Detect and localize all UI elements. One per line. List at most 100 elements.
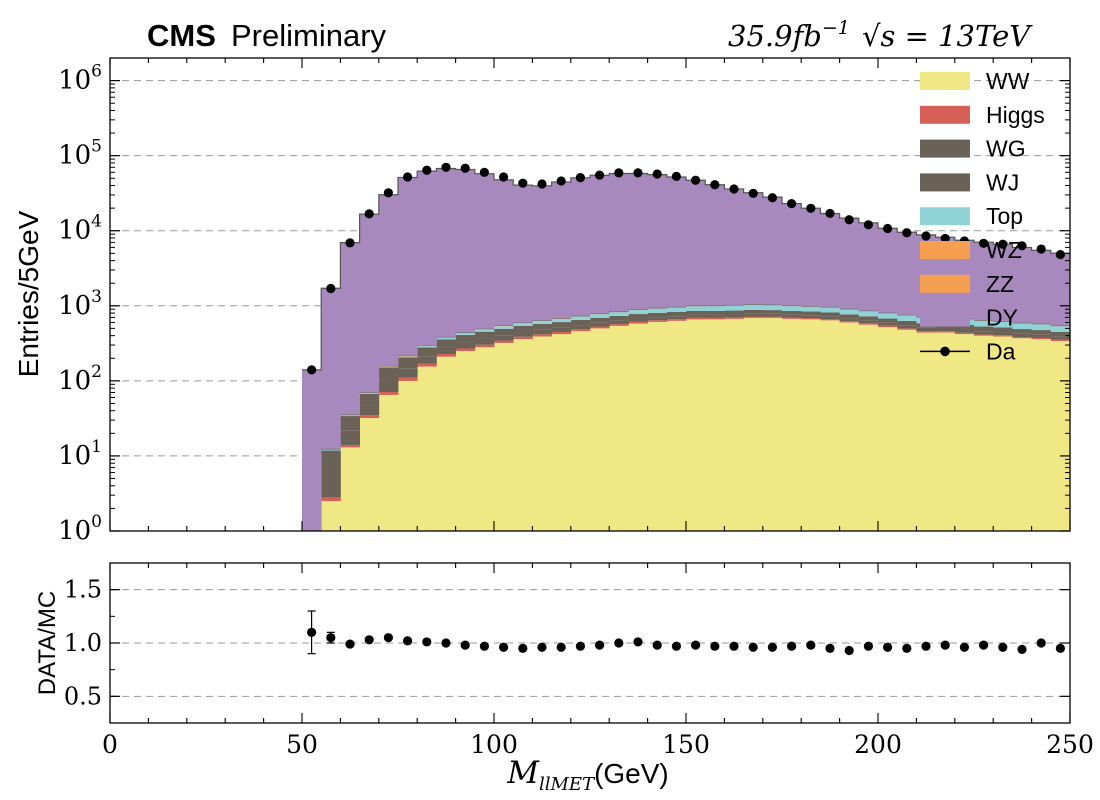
histogram-bar-wj: [609, 315, 629, 321]
data-point: [1036, 244, 1046, 254]
histogram-bar-dy: [398, 177, 418, 356]
histogram-bar-wj: [993, 327, 1013, 333]
data-point: [671, 171, 682, 181]
histogram-bar-dy: [820, 213, 840, 308]
histogram-bar-wg: [666, 316, 687, 320]
histogram-bar-higgs: [455, 348, 476, 351]
cms-label: CMS: [147, 18, 216, 53]
data-point: [902, 228, 912, 238]
histogram-bar-ww: [378, 394, 399, 531]
histogram-bar-ww: [1012, 338, 1032, 531]
histogram-bar-wj: [820, 312, 840, 317]
histogram-bar-higgs: [647, 320, 668, 322]
data-point: [710, 180, 720, 190]
histogram-bar-dy: [417, 171, 437, 346]
ratio-point: [1017, 644, 1027, 655]
main-y-tick-label: 104: [58, 212, 102, 246]
ratio-point: [383, 633, 393, 643]
x-tick-label: 50: [286, 730, 318, 759]
data-point: [729, 184, 739, 194]
legend-label: WJ: [986, 169, 1019, 195]
histogram-bar-wj: [455, 334, 476, 343]
histogram-bar-ww: [724, 318, 744, 531]
histogram-bar-higgs: [474, 344, 495, 348]
legend: WW Higgs WG WJ Top WZ ZZ DY Da: [920, 68, 1045, 364]
histogram-bar-higgs: [321, 497, 341, 502]
histogram-bar-dy: [513, 185, 533, 323]
histogram-bar-dy: [782, 203, 802, 306]
data-point: [403, 172, 413, 182]
ratio-gridlines: [110, 589, 1070, 697]
histogram-bar-dy: [359, 214, 380, 393]
ratio-point: [518, 643, 528, 653]
histogram-bar-ww: [340, 447, 360, 531]
histogram-bar-ww: [455, 350, 476, 531]
ratio-y-tick-label: 1.0: [64, 629, 102, 657]
histogram-bar-top: [321, 449, 341, 451]
histogram-bar-ww: [532, 336, 552, 531]
histogram-bar-wg: [359, 405, 380, 416]
legend-swatch: [920, 308, 970, 327]
preliminary-label: Preliminary: [231, 18, 387, 53]
histogram-bar-dy: [532, 185, 552, 321]
data-point: [652, 169, 662, 179]
histogram-bar-wj: [513, 325, 533, 332]
ratio-point: [844, 645, 854, 656]
histogram-bar-dy: [551, 181, 572, 319]
histogram-bar-higgs: [858, 323, 879, 325]
histogram-bar-dy: [321, 288, 341, 450]
histogram-bar-wg: [321, 468, 341, 498]
x-axis-label-unit: (GeV): [594, 758, 669, 789]
data-point: [921, 231, 931, 241]
histogram-bar-wj: [705, 310, 725, 315]
histogram-bar-ww: [954, 334, 975, 531]
data-point: [499, 172, 509, 182]
histogram-bar-ww: [1050, 340, 1071, 531]
histogram-bar-top: [570, 316, 591, 320]
histogram-bar-ww: [321, 501, 341, 531]
ratio-point: [326, 633, 336, 643]
histogram-bar-wg: [494, 335, 514, 341]
histogram-bar-top: [417, 346, 437, 348]
main-y-axis-label: Entries/5GeV: [13, 210, 44, 377]
histogram-bar-wj: [1012, 329, 1032, 334]
ratio-point: [1036, 638, 1046, 648]
histogram-bar-top: [1012, 323, 1032, 330]
legend-label: ZZ: [986, 271, 1014, 297]
histogram-bar-higgs: [378, 392, 399, 395]
histogram-bar-top: [820, 307, 840, 313]
histogram-bar-ww: [1031, 339, 1052, 531]
histogram-bar-wj: [474, 331, 495, 339]
histogram-bar-top: [974, 320, 994, 327]
histogram-bar-higgs: [590, 326, 610, 329]
histogram-bar-dy: [897, 232, 917, 316]
ratio-axis-ticks: 0.5 1.0 1.5 0 50 100 150 200 250: [64, 562, 1094, 759]
data-point: [364, 209, 374, 219]
histogram-dy: [302, 168, 1071, 531]
histogram-bar-higgs: [1031, 337, 1052, 340]
histogram-bar-ww: [801, 319, 821, 531]
data-point: [979, 238, 989, 248]
histogram-bar-ww: [417, 366, 437, 531]
histogram-bar-higgs: [1050, 339, 1071, 341]
histogram-bar-wj: [321, 450, 341, 469]
histogram-bar-dy: [762, 197, 783, 305]
histogram-bar-wj: [590, 317, 610, 323]
data-point: [825, 208, 835, 219]
legend-label: WZ: [986, 237, 1022, 263]
histogram-bar-wg: [762, 313, 783, 317]
histogram-bar-ww: [782, 318, 802, 531]
histogram-bar-higgs: [743, 316, 764, 318]
histogram-bar-wg: [686, 314, 706, 318]
histogram-bar-ww: [590, 328, 610, 531]
legend-label: Da: [986, 338, 1016, 364]
x-axis-label-symbol: M: [506, 755, 540, 791]
histogram-bar-wj: [743, 309, 764, 314]
histogram-bar-dy: [801, 208, 821, 307]
histogram-bar-top: [513, 323, 533, 326]
legend-item: Top: [920, 203, 1023, 229]
histogram-bar-top: [474, 329, 495, 332]
histogram-bar-higgs: [801, 318, 821, 320]
data-point: [806, 203, 816, 213]
